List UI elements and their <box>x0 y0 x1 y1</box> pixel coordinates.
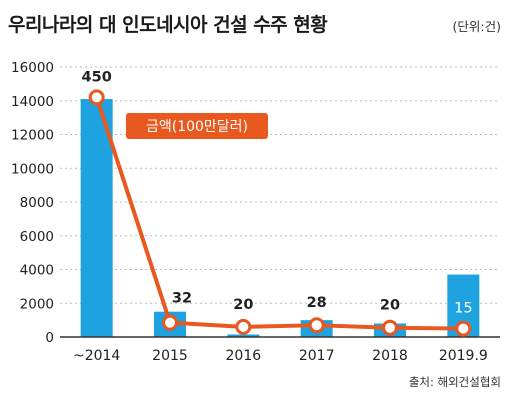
line-point <box>455 320 472 337</box>
bar <box>227 334 260 337</box>
x-tick-label: 2017 <box>299 348 335 364</box>
y-tick-label: 10000 <box>11 161 54 177</box>
y-tick-label: 12000 <box>11 128 54 144</box>
line-legend-box <box>126 113 268 139</box>
y-tick-label: 6000 <box>20 229 54 245</box>
line-series <box>94 96 464 331</box>
line-point <box>88 89 105 106</box>
unit-label: (단위:건) <box>452 19 501 34</box>
chart-title: 우리나라의 대 인도네시아 건설 수주 현황 <box>8 14 328 36</box>
bar-data-label: 32 <box>172 291 192 307</box>
x-tick-label: 2015 <box>152 348 188 364</box>
x-tick-label: 2016 <box>226 348 262 364</box>
bar-data-label: 20 <box>380 298 400 314</box>
x-tick-label: 2018 <box>372 348 408 364</box>
line-point <box>382 319 398 336</box>
y-tick-label: 16000 <box>11 60 54 76</box>
bar <box>80 99 113 337</box>
y-tick-label: 14000 <box>11 94 54 110</box>
y-tick-label: 0 <box>45 330 54 346</box>
y-tick-label: 4000 <box>20 263 54 279</box>
line-point <box>308 317 325 334</box>
bar-data-label: 28 <box>307 295 327 311</box>
line-point <box>235 318 252 335</box>
y-tick-label: 2000 <box>20 296 54 312</box>
line-point <box>162 314 178 331</box>
x-tick-label: 2019.9 <box>439 348 488 364</box>
bar-data-label: 15 <box>454 301 472 317</box>
y-tick-label: 8000 <box>20 195 54 211</box>
bar-data-label: 20 <box>233 297 253 313</box>
x-tick-label: ~2014 <box>73 348 120 364</box>
bar-data-label: 450 <box>82 69 112 85</box>
source-note: 출처: 해외건설협회 <box>408 375 501 389</box>
line-legend-label: 금액(100만달러) <box>146 119 248 135</box>
